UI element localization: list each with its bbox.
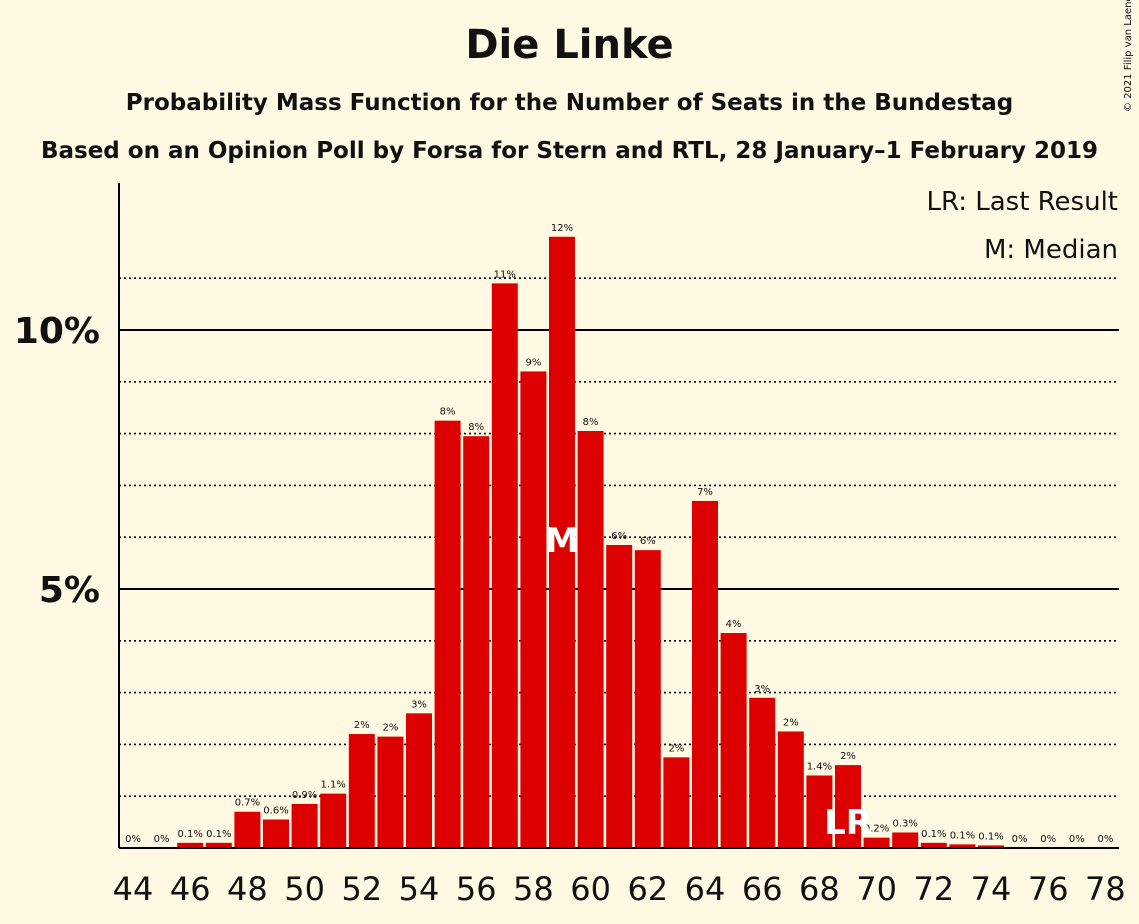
bar: [978, 845, 1004, 848]
bar-value-label: 2%: [354, 720, 370, 731]
bar: [177, 842, 204, 848]
x-tick-label: 68: [799, 870, 840, 908]
bar-value-label: 0.1%: [950, 830, 975, 841]
bar-value-label: 0%: [1097, 834, 1113, 845]
bar: [777, 731, 804, 848]
bar-value-label: 0.1%: [177, 829, 202, 840]
bar-value-label: 0.7%: [235, 798, 260, 809]
bar-value-label: 0%: [125, 834, 141, 845]
bar-value-label: 6%: [611, 531, 627, 542]
bar: [806, 775, 833, 848]
bar: [348, 734, 375, 848]
legend-last-result: LR: Last Result: [926, 187, 1118, 217]
bar: [720, 633, 747, 848]
x-tick-label: 56: [456, 870, 497, 908]
bar-value-label: 9%: [525, 357, 541, 368]
last-result-marker: LR: [824, 803, 872, 843]
bar-value-label: 0.6%: [263, 806, 288, 817]
x-tick-label: 76: [1028, 870, 1069, 908]
bar: [863, 837, 890, 848]
bar: [434, 420, 461, 848]
x-tick-label: 48: [227, 870, 268, 908]
bar: [577, 431, 604, 848]
bar-value-label: 1.4%: [807, 761, 832, 772]
bar-value-label: 0.1%: [206, 829, 231, 840]
bar-value-label: 3%: [411, 699, 427, 710]
bar-value-label: 2%: [668, 743, 684, 754]
bar-value-label: 0%: [154, 834, 170, 845]
bar-value-label: 12%: [551, 223, 573, 234]
bar: [920, 842, 947, 848]
bar-value-label: 1.1%: [320, 780, 345, 791]
bar: [263, 819, 289, 848]
bar-value-label: 7%: [697, 487, 713, 498]
bar-value-label: 0.1%: [921, 829, 946, 840]
bar: [692, 500, 718, 848]
bar-value-label: 8%: [440, 407, 456, 418]
bar: [663, 757, 690, 848]
bar-value-label: 6%: [640, 536, 656, 547]
bar: [234, 811, 261, 848]
bar-value-label: 4%: [726, 619, 742, 630]
x-tick-label: 58: [513, 870, 554, 908]
y-tick-label: 5%: [39, 570, 100, 611]
x-tick-label: 66: [742, 870, 783, 908]
bar: [949, 844, 976, 848]
bar-value-label: 2%: [840, 751, 856, 762]
bar: [892, 832, 919, 848]
bar-value-label: 3%: [754, 684, 770, 695]
bar: [835, 765, 861, 848]
legend-median: M: Median: [984, 235, 1118, 265]
bar: [463, 436, 490, 848]
chart-source-subtitle: Based on an Opinion Poll by Forsa for St…: [40, 138, 1099, 164]
bar-value-label: 0.2%: [864, 824, 889, 835]
bar: [549, 236, 575, 848]
x-tick-label: 64: [685, 870, 726, 908]
bar: [634, 550, 661, 848]
x-tick-label: 44: [113, 870, 154, 908]
bar-value-label: 8%: [583, 417, 599, 428]
median-marker: M: [545, 521, 579, 561]
bar: [320, 793, 347, 848]
bar-value-label: 0.3%: [892, 818, 917, 829]
bar-value-label: 0.9%: [292, 790, 317, 801]
bar: [291, 803, 318, 848]
y-tick-label: 10%: [14, 311, 100, 352]
bar: [406, 713, 432, 848]
x-tick-label: 70: [856, 870, 897, 908]
bar: [205, 842, 232, 848]
chart-title: Die Linke: [465, 22, 674, 68]
bar-value-label: 2%: [382, 723, 398, 734]
bar-value-label: 0.1%: [978, 831, 1003, 842]
bar: [491, 283, 518, 848]
x-tick-label: 50: [284, 870, 325, 908]
x-tick-label: 78: [1085, 870, 1126, 908]
bar-value-label: 0%: [1012, 834, 1028, 845]
bar: [749, 697, 776, 848]
x-tick-label: 54: [399, 870, 440, 908]
x-tick-label: 62: [627, 870, 668, 908]
bar: [520, 371, 547, 848]
bar-value-label: 0%: [1040, 834, 1056, 845]
x-tick-label: 74: [971, 870, 1012, 908]
x-tick-label: 72: [913, 870, 954, 908]
bar: [377, 736, 404, 848]
chart-subtitle: Probability Mass Function for the Number…: [125, 90, 1014, 116]
x-tick-label: 60: [570, 870, 611, 908]
x-tick-label: 52: [341, 870, 382, 908]
bar-value-label: 2%: [783, 717, 799, 728]
bar-value-label: 8%: [468, 422, 484, 433]
x-tick-label: 46: [170, 870, 211, 908]
bar-value-label: 0%: [1069, 834, 1085, 845]
bar-value-label: 11%: [494, 269, 516, 280]
bar: [606, 544, 633, 848]
